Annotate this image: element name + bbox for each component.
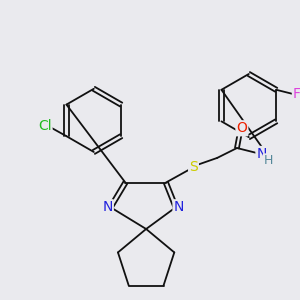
Text: N: N [173,200,184,214]
Text: S: S [189,160,198,174]
Text: N: N [256,147,267,161]
Text: Cl: Cl [38,119,52,133]
Text: H: H [264,154,273,167]
Text: F: F [293,87,300,101]
Text: N: N [102,200,113,214]
Text: O: O [236,121,247,135]
